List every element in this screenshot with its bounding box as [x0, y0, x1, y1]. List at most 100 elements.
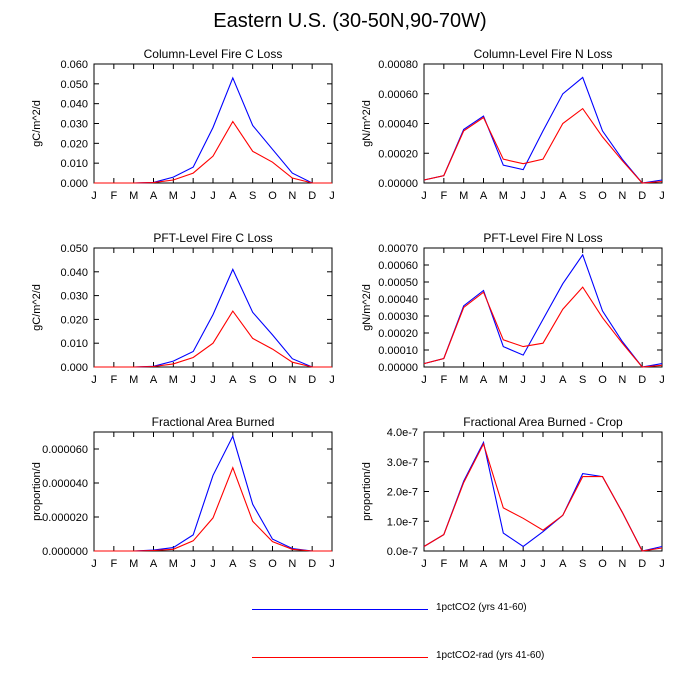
ytick-label-3-7: 0.00070: [378, 243, 418, 255]
xtick-label-2-3: A: [150, 374, 158, 386]
series-line-2-1: [94, 310, 332, 368]
series-line-3-1: [423, 286, 663, 368]
series-line-4-1: [94, 466, 332, 552]
ytick-label-2-4: 0.040: [60, 267, 88, 279]
xtick-label-4-4: M: [169, 558, 178, 570]
xtick-label-2-9: O: [268, 374, 277, 386]
xtick-label-4-3: A: [150, 558, 158, 570]
ytick-label-3-4: 0.00040: [378, 294, 418, 306]
xtick-label-4-10: N: [288, 558, 296, 570]
subplot-title-3: PFT-Level Fire N Loss: [483, 231, 602, 245]
xtick-label-1-10: N: [618, 190, 626, 202]
xtick-label-4-5: J: [190, 558, 196, 570]
ytick-label-0-3: 0.030: [60, 119, 88, 131]
xtick-label-5-2: M: [459, 558, 468, 570]
series-line-3-0: [423, 253, 663, 368]
xtick-label-5-3: A: [480, 558, 488, 570]
xtick-label-4-9: O: [268, 558, 277, 570]
figure-title: Eastern U.S. (30-50N,90-70W): [213, 10, 487, 32]
ytick-label-2-2: 0.020: [60, 314, 88, 326]
xtick-label-3-2: M: [459, 374, 468, 386]
xtick-label-1-9: O: [598, 190, 607, 202]
legend-label-series2: 1pctCO2-rad (yrs 41-60): [436, 650, 545, 661]
xtick-label-0-0: J: [91, 190, 97, 202]
xtick-label-3-10: N: [618, 374, 626, 386]
subplot-title-4: Fractional Area Burned: [152, 415, 275, 429]
xtick-label-0-6: J: [210, 190, 216, 202]
xtick-label-0-12: J: [329, 190, 335, 202]
ytick-label-3-0: 0.00000: [378, 362, 418, 374]
ytick-label-4-3: 0.000060: [42, 444, 88, 456]
legend-label-series1: 1pctCO2 (yrs 41-60): [436, 602, 527, 613]
xtick-label-0-1: F: [110, 190, 117, 202]
xtick-label-5-9: O: [598, 558, 607, 570]
xtick-label-0-8: S: [249, 190, 256, 202]
series-line-1-1: [423, 107, 663, 184]
xtick-label-4-7: A: [229, 558, 237, 570]
xtick-label-2-5: J: [190, 374, 196, 386]
xtick-label-3-0: J: [421, 374, 427, 386]
ytick-label-0-4: 0.040: [60, 99, 88, 111]
series-line-0-0: [94, 76, 332, 184]
xtick-label-5-11: D: [638, 558, 646, 570]
ytick-label-0-5: 0.050: [60, 79, 88, 91]
ytick-label-5-3: 3.0e-7: [387, 457, 418, 469]
ytick-label-2-1: 0.010: [60, 338, 88, 350]
ytick-label-3-3: 0.00030: [378, 311, 418, 323]
xtick-label-0-5: J: [190, 190, 196, 202]
xtick-label-1-12: J: [659, 190, 665, 202]
xtick-label-5-4: M: [499, 558, 508, 570]
ytick-label-3-2: 0.00020: [378, 328, 418, 340]
series-line-1-0: [423, 76, 663, 184]
ytick-label-4-1: 0.000020: [42, 512, 88, 524]
xtick-label-1-5: J: [520, 190, 526, 202]
xtick-label-1-6: J: [540, 190, 546, 202]
series-line-2-0: [94, 268, 332, 368]
xtick-label-1-4: M: [499, 190, 508, 202]
xtick-label-4-0: J: [91, 558, 97, 570]
xtick-label-5-12: J: [659, 558, 665, 570]
legend-line-series2: [252, 657, 428, 658]
ytick-label-1-3: 0.00060: [378, 89, 418, 101]
legend-line-series1: [252, 609, 428, 610]
xtick-label-2-1: F: [110, 374, 117, 386]
xtick-label-3-1: F: [440, 374, 447, 386]
ytick-label-1-4: 0.00080: [378, 59, 418, 71]
xtick-label-3-3: A: [480, 374, 488, 386]
xtick-label-3-8: S: [579, 374, 586, 386]
xtick-label-4-8: S: [249, 558, 256, 570]
xtick-label-0-3: A: [150, 190, 158, 202]
xtick-label-2-0: J: [91, 374, 97, 386]
xtick-label-0-4: M: [169, 190, 178, 202]
xtick-label-4-2: M: [129, 558, 138, 570]
xtick-label-2-12: J: [329, 374, 335, 386]
xtick-label-5-8: S: [579, 558, 586, 570]
xtick-label-3-12: J: [659, 374, 665, 386]
xtick-label-2-10: N: [288, 374, 296, 386]
xtick-label-5-0: J: [421, 558, 427, 570]
xtick-label-2-7: A: [229, 374, 237, 386]
ylabel-0: gC/m^2/d: [31, 100, 43, 147]
ytick-label-3-1: 0.00010: [378, 345, 418, 357]
series-line-4-0: [94, 434, 332, 552]
ylabel-3: gN/m^2/d: [361, 284, 373, 331]
ytick-label-1-1: 0.00020: [378, 148, 418, 160]
xtick-label-2-6: J: [210, 374, 216, 386]
ytick-label-2-5: 0.050: [60, 243, 88, 255]
xtick-label-4-12: J: [329, 558, 335, 570]
xtick-label-5-5: J: [520, 558, 526, 570]
xtick-label-5-6: J: [540, 558, 546, 570]
subplot-title-1: Column-Level Fire N Loss: [474, 47, 613, 61]
xtick-label-3-11: D: [638, 374, 646, 386]
xtick-label-4-1: F: [110, 558, 117, 570]
xtick-label-0-7: A: [229, 190, 237, 202]
ytick-label-2-3: 0.030: [60, 291, 88, 303]
xtick-label-3-6: J: [540, 374, 546, 386]
plot-frame-0: [93, 63, 333, 184]
xtick-label-0-9: O: [268, 190, 277, 202]
xtick-label-1-1: F: [440, 190, 447, 202]
xtick-label-3-4: M: [499, 374, 508, 386]
plot-frame-4: [93, 431, 333, 552]
xtick-label-1-0: J: [421, 190, 427, 202]
